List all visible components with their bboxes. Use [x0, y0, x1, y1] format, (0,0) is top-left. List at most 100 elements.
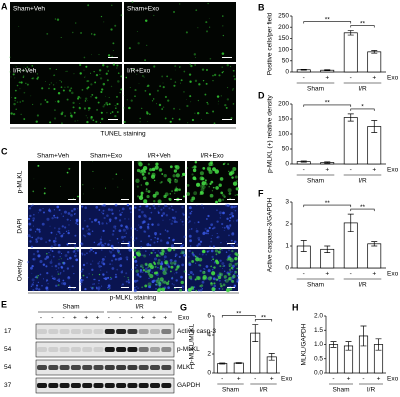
stain	[108, 250, 111, 252]
stain	[220, 191, 224, 195]
stain	[203, 268, 206, 271]
stain	[109, 239, 111, 242]
stain	[231, 176, 234, 179]
stain	[85, 75, 87, 77]
x-tick-label: -	[350, 271, 352, 278]
stain	[194, 160, 198, 164]
stain	[53, 74, 56, 77]
stain	[60, 213, 62, 215]
stain	[205, 254, 207, 256]
scale-bar	[108, 57, 118, 58]
stain	[58, 232, 61, 235]
stain	[18, 81, 21, 84]
stain	[58, 280, 61, 283]
stain	[181, 220, 184, 223]
stain	[139, 253, 141, 255]
band	[104, 329, 115, 334]
stain	[196, 182, 201, 187]
stain	[54, 101, 56, 103]
stain	[98, 223, 101, 225]
x-tick-label: +	[347, 376, 351, 383]
stain	[139, 117, 141, 120]
stain	[14, 89, 17, 92]
stain	[147, 120, 149, 122]
stain	[125, 256, 129, 259]
stain	[212, 186, 215, 189]
stain	[66, 267, 70, 270]
stain	[61, 122, 63, 124]
error-bar	[268, 353, 275, 361]
stain	[236, 267, 238, 270]
stain	[149, 273, 154, 279]
band	[93, 329, 104, 334]
stain	[144, 284, 148, 288]
stain	[80, 270, 83, 273]
stain	[55, 240, 58, 242]
stain	[59, 273, 62, 275]
band	[138, 365, 149, 370]
stain	[191, 251, 194, 254]
stain	[76, 223, 79, 226]
stain	[79, 72, 82, 75]
stain	[108, 218, 112, 222]
stain	[116, 102, 119, 105]
stain	[200, 286, 203, 289]
stain	[191, 210, 193, 213]
stain	[92, 251, 94, 253]
stain	[37, 236, 40, 240]
stain	[152, 204, 156, 207]
band	[161, 383, 172, 388]
stain	[151, 100, 154, 102]
stain	[195, 257, 200, 262]
band	[138, 347, 149, 352]
stain	[44, 99, 47, 101]
stain	[117, 249, 120, 253]
stain	[141, 107, 143, 109]
stain	[23, 118, 26, 121]
band	[82, 383, 93, 388]
stain	[66, 218, 69, 221]
stain	[99, 73, 101, 75]
stain	[189, 245, 192, 247]
stain	[104, 256, 106, 258]
stain	[137, 160, 142, 165]
stain	[189, 239, 192, 243]
stain	[103, 277, 105, 280]
stain	[60, 234, 64, 238]
stain	[145, 190, 148, 193]
stain	[124, 235, 126, 238]
stain	[186, 104, 189, 108]
stain	[208, 18, 210, 19]
stain	[141, 286, 144, 289]
stain	[219, 217, 222, 219]
stain	[93, 71, 95, 73]
stain	[57, 262, 61, 266]
stain	[63, 232, 65, 235]
stain	[206, 30, 208, 33]
stain	[148, 93, 151, 96]
stain	[221, 193, 225, 197]
stain	[156, 237, 159, 240]
stain	[230, 205, 234, 209]
row-label: DAPI	[17, 218, 24, 233]
stain	[101, 285, 103, 287]
stain	[229, 254, 231, 256]
stain	[55, 269, 57, 270]
stain	[39, 273, 42, 276]
stain	[194, 64, 197, 66]
stain	[106, 79, 109, 82]
stain	[78, 106, 80, 108]
stain	[56, 205, 60, 209]
x-tick-label: -	[221, 376, 223, 383]
stain	[42, 208, 44, 210]
error-bar	[324, 69, 331, 72]
scale-bar	[174, 243, 182, 244]
stain	[183, 235, 186, 238]
stain	[200, 187, 205, 192]
stain	[205, 21, 208, 24]
stain	[49, 225, 51, 227]
stain	[154, 251, 157, 254]
stain	[141, 254, 143, 257]
stain	[38, 208, 42, 212]
stain	[100, 15, 103, 18]
